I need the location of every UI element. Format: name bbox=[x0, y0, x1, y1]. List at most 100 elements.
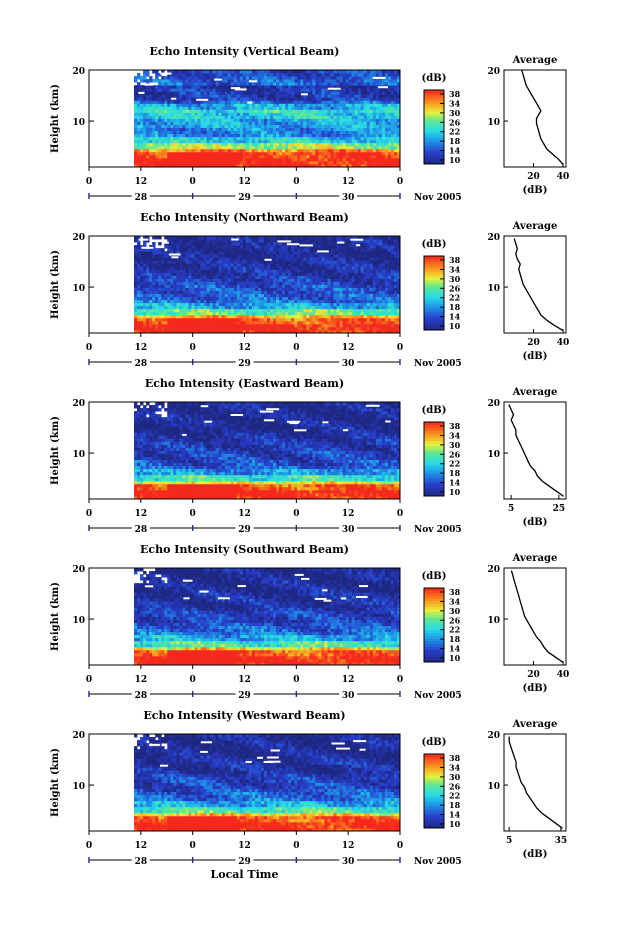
heat-cell bbox=[297, 73, 301, 77]
heat-cell bbox=[363, 296, 368, 301]
heat-cell bbox=[152, 275, 156, 279]
heat-cell bbox=[366, 160, 371, 165]
heat-cell bbox=[206, 109, 210, 113]
heat-cell bbox=[224, 103, 229, 107]
heat-cell bbox=[348, 130, 353, 135]
heat-cell bbox=[378, 106, 383, 110]
heat-cell bbox=[321, 281, 325, 285]
heat-cell bbox=[158, 157, 162, 162]
heat-cell bbox=[357, 299, 362, 304]
heat-cell bbox=[149, 311, 153, 316]
heat-cell bbox=[342, 266, 346, 270]
heat-cell bbox=[167, 79, 171, 83]
heat-cell bbox=[194, 136, 198, 141]
heat-cell bbox=[330, 269, 334, 273]
heat-cell bbox=[215, 127, 220, 132]
heat-cell bbox=[173, 323, 177, 328]
heat-cell bbox=[146, 272, 150, 276]
heat-cell bbox=[336, 329, 340, 334]
heat-cell bbox=[342, 82, 346, 86]
heat-cell bbox=[245, 121, 250, 125]
heat-cell bbox=[312, 148, 316, 153]
heat-cell bbox=[270, 154, 274, 159]
heat-cell bbox=[273, 109, 277, 113]
heat-cell bbox=[270, 284, 274, 288]
heat-cell bbox=[267, 293, 271, 298]
heat-cell bbox=[206, 79, 210, 83]
colorbar-segment bbox=[424, 116, 444, 120]
heat-cell bbox=[206, 160, 210, 165]
heat-cell bbox=[375, 100, 380, 104]
heat-cell bbox=[245, 142, 250, 147]
heat-cell bbox=[369, 157, 374, 162]
heat-cell bbox=[176, 121, 180, 125]
heat-cell bbox=[345, 121, 350, 125]
heat-cell bbox=[294, 139, 298, 144]
heat-cell bbox=[294, 266, 298, 270]
heat-cell bbox=[134, 296, 138, 301]
heat-cell bbox=[212, 287, 217, 291]
heat-cell bbox=[381, 308, 386, 313]
heat-cell bbox=[212, 82, 217, 86]
heat-cell bbox=[224, 287, 229, 291]
heat-cell bbox=[254, 130, 259, 135]
heat-cell bbox=[327, 142, 331, 147]
heat-cell bbox=[369, 103, 374, 107]
heat-cell bbox=[393, 115, 398, 119]
heat-cell bbox=[239, 73, 244, 77]
heat-cell bbox=[342, 260, 346, 264]
heat-cell bbox=[348, 142, 353, 147]
heat-cell bbox=[164, 115, 168, 119]
heat-cell bbox=[384, 269, 389, 273]
heat-cell bbox=[164, 284, 168, 288]
heat-cell bbox=[303, 103, 307, 107]
heat-cell bbox=[375, 278, 380, 282]
heat-cell bbox=[140, 269, 144, 273]
heat-cell bbox=[260, 133, 265, 138]
heat-cell bbox=[273, 263, 277, 267]
heat-cell bbox=[357, 329, 362, 334]
heat-cell bbox=[294, 160, 298, 165]
heat-cell bbox=[309, 103, 313, 107]
heat-cell bbox=[176, 284, 180, 288]
heat-cell bbox=[185, 133, 189, 138]
heat-cell bbox=[390, 103, 395, 107]
heat-cell bbox=[239, 154, 244, 159]
heat-cell bbox=[363, 136, 368, 141]
heat-cell bbox=[312, 290, 316, 294]
heat-cell bbox=[251, 326, 256, 331]
heat-cell bbox=[339, 100, 343, 104]
heat-cell bbox=[242, 272, 247, 276]
heat-cell bbox=[378, 281, 383, 285]
heat-cell bbox=[233, 142, 238, 147]
heat-cell bbox=[267, 329, 271, 334]
heat-cell bbox=[215, 100, 220, 104]
heat-cell bbox=[197, 112, 201, 116]
heat-cell bbox=[306, 278, 310, 282]
heat-cell bbox=[173, 320, 177, 325]
heat-cell bbox=[363, 278, 368, 282]
heat-cell bbox=[242, 296, 247, 301]
heat-cell bbox=[270, 145, 274, 150]
heat-cell bbox=[363, 130, 368, 135]
heat-cell bbox=[294, 272, 298, 276]
heat-cell bbox=[276, 73, 280, 77]
colorbar-segment bbox=[424, 156, 444, 160]
heat-cell bbox=[327, 326, 331, 331]
heat-cell bbox=[251, 308, 256, 313]
heat-cell bbox=[260, 76, 265, 80]
heat-cell bbox=[191, 308, 195, 313]
heat-cell bbox=[324, 136, 328, 141]
heat-cell bbox=[363, 94, 368, 98]
heat-cell bbox=[203, 305, 207, 310]
heat-cell bbox=[149, 145, 153, 150]
heat-cell bbox=[185, 317, 189, 322]
heat-cell bbox=[315, 266, 319, 270]
heat-cell bbox=[206, 136, 210, 141]
heat-cell bbox=[354, 317, 359, 322]
heat-cell bbox=[146, 305, 150, 310]
heat-cell bbox=[375, 79, 380, 83]
heat-cell bbox=[155, 88, 159, 92]
colorbar-segment bbox=[424, 134, 444, 138]
heat-cell bbox=[339, 154, 343, 159]
